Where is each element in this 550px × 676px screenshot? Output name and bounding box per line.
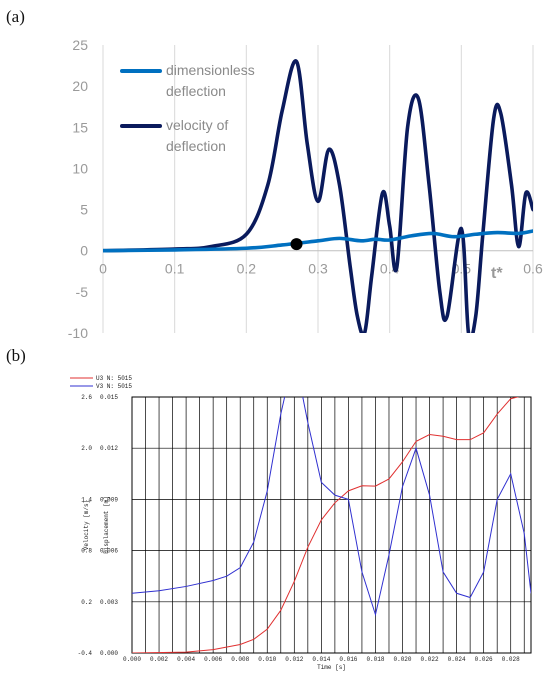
chart-b-x-tick-label: 0.008 [231, 656, 249, 663]
chart-b: 0.000 0.002 0.004 0.006 0.008 0.010 0.012 0.014… [70, 375, 532, 671]
chart-b-x-tick-label: 0.002 [150, 656, 168, 663]
chart-b-x-tick-label: 0.012 [285, 656, 303, 663]
chart-a-y-tick-label: 0 [80, 243, 88, 259]
v3-velocity-line [132, 397, 531, 617]
chart-b-x-tick-label: 0.028 [502, 656, 520, 663]
chart-b-y-right-tick-label: 0.000 [100, 650, 118, 657]
chart-a-x-tick-label: 0 [99, 261, 107, 277]
chart-b-x-tick-label: 0.026 [475, 656, 493, 663]
chart-b-y-left-tick-label: 1.4 [81, 496, 92, 503]
chart-b-y-right-tick-label: 0.012 [100, 445, 118, 452]
chart-a-x-tick-label: 0.2 [237, 261, 257, 277]
chart-b-y-right-axis-label: Displacement [m] [103, 496, 110, 554]
chart-a: 0 0.1 0.2 0.3 0.4 0.5 0.62520151050-5-10t*dime… [68, 37, 543, 341]
dimensionless-deflection-line [103, 229, 533, 253]
chart-b-y-left-tick-label: 2.6 [81, 394, 92, 401]
chart-a-annotation: t* [491, 265, 503, 282]
legend-label-velocity: velocity of deflection [166, 117, 228, 154]
chart-b-plot-area [131, 396, 532, 654]
u3-displacement-line [132, 397, 520, 653]
chart-b-legend-label-1: V3 N: 5015 [96, 383, 132, 390]
chart-b-x-tick-label: 0.004 [177, 656, 195, 663]
chart-b-x-tick-label: 0.000 [123, 656, 141, 663]
chart-a-x-tick-label: 0.6 [523, 261, 543, 277]
chart-a-y-tick-label: 25 [72, 37, 88, 53]
chart-a-x-tick-label: 0.1 [165, 261, 185, 277]
chart-b-legend-label-0: U3 N: 5015 [96, 375, 132, 382]
velocity-of-deflection-line [103, 59, 533, 333]
chart-b-y-right-tick-label: 0.009 [100, 496, 118, 503]
chart-b-y-left-axis-label: Velocity [m/s] [83, 500, 90, 550]
chart-a-y-tick-label: 20 [72, 78, 88, 94]
chart-b-x-axis-label: Time [s] [317, 664, 346, 671]
chart-b-y-left-tick-label: 0.2 [81, 599, 92, 606]
chart-a-y-tick-label: -10 [68, 325, 88, 341]
chart-b-x-tick-label: 0.022 [421, 656, 439, 663]
chart-b-x-tick-label: 0.018 [366, 656, 384, 663]
panel-b-label: (b) [6, 346, 26, 365]
chart-b-x-tick-label: 0.006 [204, 656, 222, 663]
chart-a-y-tick-label: -5 [76, 284, 89, 300]
chart-a-y-tick-label: 5 [80, 202, 88, 218]
chart-a-y-tick-label: 15 [72, 119, 88, 135]
chart-b-y-right-tick-label: 0.006 [100, 548, 118, 555]
chart-b-y-left-tick-label: 0.8 [81, 548, 92, 555]
chart-b-y-left-tick-label: -0.4 [78, 650, 93, 657]
chart-a-x-tick-label: 0.3 [308, 261, 328, 277]
chart-b-x-tick-label: 0.020 [394, 656, 412, 663]
chart-b-y-left-tick-label: 2.0 [81, 445, 92, 452]
chart-b-x-tick-label: 0.014 [312, 656, 330, 663]
chart-b-y-right-tick-label: 0.003 [100, 599, 118, 606]
chart-a-marker-point [290, 238, 303, 251]
chart-b-x-tick-label: 0.024 [448, 656, 466, 663]
chart-b-x-tick-label: 0.016 [339, 656, 357, 663]
chart-b-y-right-tick-label: 0.015 [100, 394, 118, 401]
legend-label-deflection: dimensionless deflection [166, 62, 255, 99]
panel-a-label: (a) [6, 7, 25, 26]
chart-a-y-tick-label: 10 [72, 160, 88, 176]
chart-b-x-tick-label: 0.010 [258, 656, 276, 663]
